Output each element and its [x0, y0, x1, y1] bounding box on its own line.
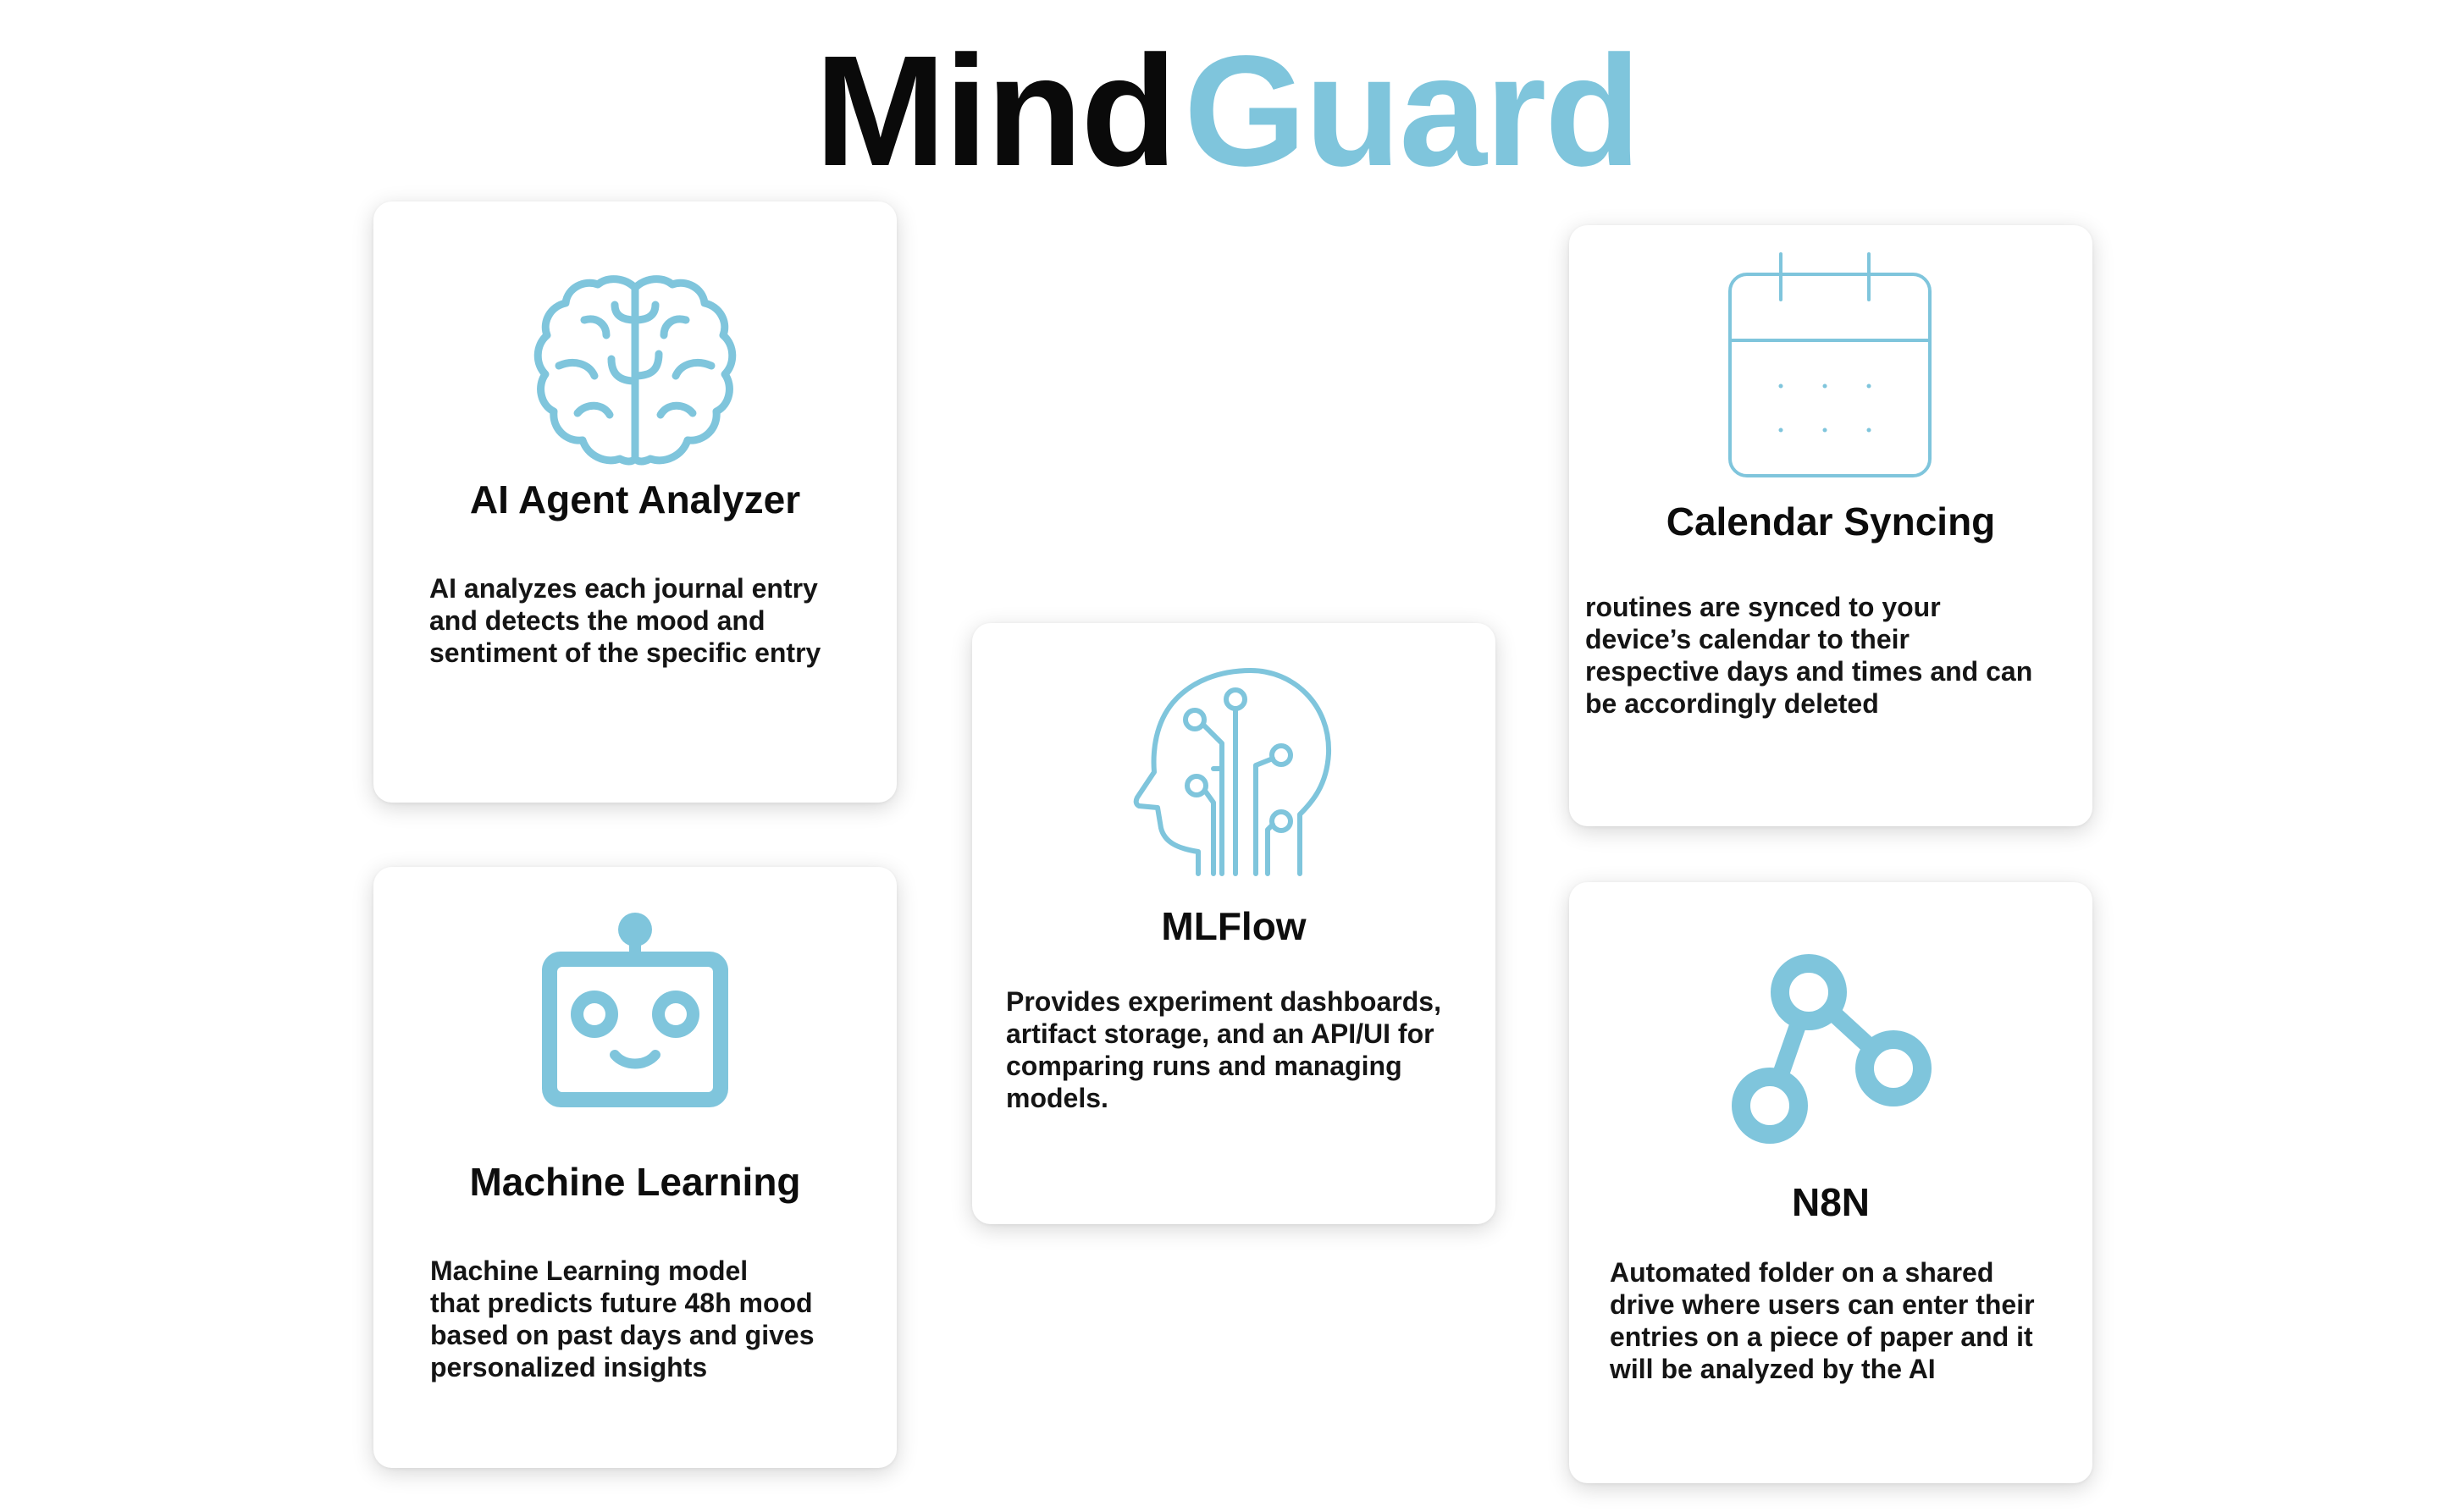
card-description: AI analyzes each journal entry and detec…: [429, 573, 821, 668]
app-title-mind: Mind: [815, 24, 1177, 199]
feature-card-machine-learning: Machine Learning Machine Learning model …: [373, 867, 897, 1468]
card-heading: AI Agent Analyzer: [469, 477, 801, 521]
card-description: Automated folder on a shared drive where…: [1610, 1257, 2035, 1384]
feature-card-mlflow: MLFlow Provides experiment dashboards, a…: [972, 623, 1495, 1224]
feature-card-calendar-syncing: Calendar Syncing routines are synced to …: [1569, 225, 2092, 826]
card-description: routines are synced to your device’s cal…: [1585, 592, 2033, 719]
card-description: Provides experiment dashboards, artifact…: [1006, 986, 1441, 1113]
card-heading: Machine Learning: [469, 1160, 801, 1204]
app-title-guard: Guard: [1184, 24, 1641, 199]
card-description: Machine Learning model that predicts fut…: [430, 1255, 815, 1382]
robot-icon: [533, 911, 737, 1114]
app-title: MindGuard: [0, 19, 2454, 205]
card-heading: N8N: [1791, 1180, 1871, 1224]
calendar-icon: [1725, 252, 1937, 481]
feature-card-n8n: N8N Automated folder on a shared drive w…: [1569, 882, 2092, 1483]
ai-head-icon: [1132, 667, 1335, 879]
card-heading: MLFlow: [1161, 904, 1307, 948]
brain-icon: [533, 271, 737, 471]
workflow-nodes-icon: [1729, 950, 1932, 1150]
feature-card-ai-agent-analyzer: AI Agent Analyzer AI analyzes each journ…: [373, 201, 897, 803]
card-heading: Calendar Syncing: [1666, 499, 1996, 544]
